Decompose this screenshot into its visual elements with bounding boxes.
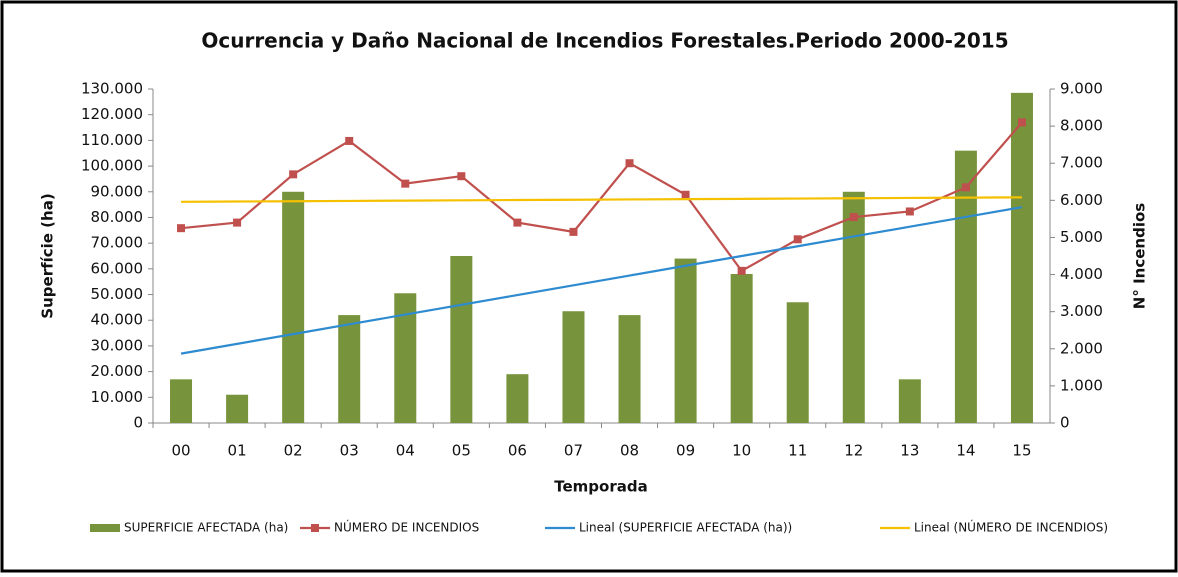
marker	[961, 183, 970, 192]
bar	[730, 273, 753, 423]
bar	[170, 379, 193, 423]
bar	[618, 315, 641, 423]
y-tick-label: 40.000	[91, 311, 144, 329]
y2-tick-label: 9.000	[1060, 80, 1103, 98]
marker	[233, 218, 242, 227]
legend-label: Lineal (NÚMERO DE INCENDIOS)	[914, 520, 1108, 535]
x-tick-label: 06	[508, 442, 527, 460]
marker	[513, 218, 522, 227]
y2-tick-label: 0	[1060, 414, 1070, 432]
bar	[898, 379, 921, 423]
bar	[282, 191, 305, 423]
y2-tick-label: 8.000	[1060, 117, 1103, 135]
marker	[401, 179, 410, 188]
legend-swatch	[90, 524, 120, 532]
y-tick-label: 110.000	[81, 131, 143, 149]
bar	[226, 394, 249, 423]
y-tick-label: 90.000	[91, 182, 144, 200]
y2-tick-label: 7.000	[1060, 154, 1103, 172]
x-tick-label: 05	[452, 442, 471, 460]
marker	[793, 235, 802, 244]
x-tick-label: 10	[732, 442, 751, 460]
x-tick-label: 04	[396, 442, 415, 460]
x-tick-label: 02	[284, 442, 303, 460]
y-axis-title: Superfície (ha)	[39, 193, 57, 318]
marker	[569, 227, 578, 236]
x-tick-label: 01	[228, 442, 247, 460]
x-tick-label: 15	[1012, 442, 1031, 460]
marker	[737, 266, 746, 275]
line	[181, 196, 1022, 203]
bar	[842, 191, 865, 423]
bar	[562, 311, 585, 423]
y2-tick-label: 4.000	[1060, 265, 1103, 283]
y2-tick-label: 1.000	[1060, 376, 1103, 394]
chart-title: Ocurrencia y Daño Nacional de Incendios …	[201, 29, 1008, 53]
y-tick-label: 70.000	[91, 234, 144, 252]
y-tick-label: 10.000	[91, 388, 144, 406]
y2-tick-label: 5.000	[1060, 228, 1103, 246]
marker	[905, 207, 914, 216]
x-tick-label: 14	[956, 442, 975, 460]
legend-label: SUPERFICIE AFECTADA (ha)	[124, 521, 288, 535]
legend-label: NÚMERO DE INCENDIOS	[334, 520, 479, 535]
x-tick-label: 08	[620, 442, 639, 460]
y2-tick-label: 6.000	[1060, 191, 1103, 209]
x-tick-label: 00	[171, 442, 190, 460]
bar	[506, 374, 529, 423]
bar	[786, 302, 809, 423]
bar	[394, 293, 417, 423]
x-axis-title: Temporada	[554, 478, 647, 496]
marker	[681, 190, 690, 199]
marker	[345, 136, 354, 145]
marker	[849, 213, 858, 222]
y-tick-label: 50.000	[91, 285, 144, 303]
y-tick-label: 80.000	[91, 208, 144, 226]
bar	[450, 256, 473, 423]
x-tick-label: 13	[900, 442, 919, 460]
y-tick-label: 30.000	[91, 336, 144, 354]
line	[180, 121, 1023, 273]
y-tick-label: 100.000	[81, 157, 143, 175]
y2-tick-label: 2.000	[1060, 339, 1103, 357]
bar	[674, 258, 697, 423]
marker	[177, 224, 186, 233]
y-tick-label: 130.000	[81, 80, 143, 98]
x-tick-label: 03	[340, 442, 359, 460]
y2-tick-label: 3.000	[1060, 302, 1103, 320]
y-tick-label: 0	[133, 414, 143, 432]
bar	[338, 315, 361, 423]
marker	[1017, 118, 1026, 127]
marker	[289, 170, 298, 179]
y-tick-label: 60.000	[91, 259, 144, 277]
y-tick-label: 20.000	[91, 362, 144, 380]
legend-marker	[311, 524, 319, 532]
line	[180, 206, 1023, 355]
legend-label: Lineal (SUPERFICIE AFECTADA (ha))	[579, 521, 792, 535]
x-tick-label: 07	[564, 442, 583, 460]
x-tick-label: 11	[788, 442, 807, 460]
marker	[457, 172, 466, 181]
y2-axis-title: N° Incendios	[1131, 203, 1149, 309]
bar	[1010, 92, 1033, 423]
x-tick-label: 12	[844, 442, 863, 460]
x-tick-label: 09	[676, 442, 695, 460]
y-tick-label: 120.000	[81, 105, 143, 123]
marker	[625, 159, 634, 168]
